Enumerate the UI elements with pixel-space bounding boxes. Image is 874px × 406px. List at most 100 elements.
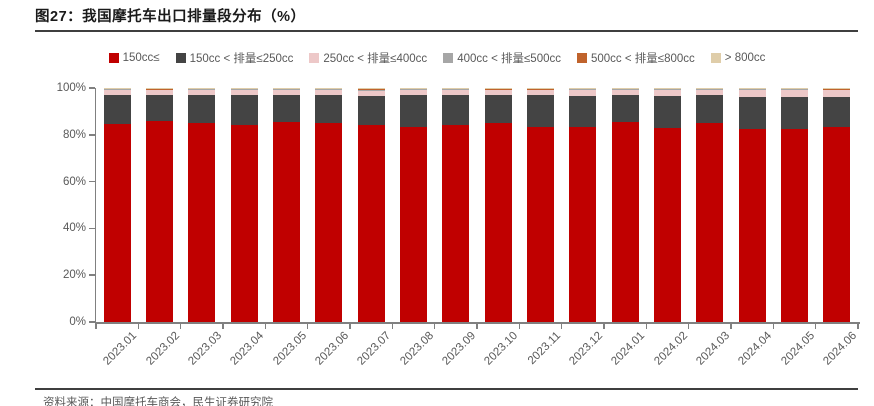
bar-segment xyxy=(823,127,851,322)
bar-segment xyxy=(400,127,427,322)
y-tick-label: 60% xyxy=(62,175,86,188)
stacked-bar xyxy=(569,88,597,322)
x-axis-tick xyxy=(476,323,478,329)
bar-segment xyxy=(273,94,300,122)
x-axis-tick xyxy=(518,323,521,329)
legend-label: 500cc < 排量≤800cc xyxy=(590,53,695,65)
stacked-bar xyxy=(315,88,343,322)
bar-segment xyxy=(611,122,639,322)
bar-segment xyxy=(484,89,512,91)
bar-segment xyxy=(484,95,512,124)
bar-segment xyxy=(527,90,554,96)
legend-swatch-icon xyxy=(108,53,119,63)
bar-segment xyxy=(654,96,681,129)
bar-segment xyxy=(400,88,427,90)
bar-segment xyxy=(146,90,173,95)
chart-legend: 150cc≤ 150cc < 排量≤250cc 250cc < 排量≤400cc 40… xyxy=(60,50,814,66)
stacked-bar xyxy=(146,88,173,322)
bar-segment xyxy=(527,126,554,322)
x-axis-tick xyxy=(814,323,817,329)
y-axis-tick xyxy=(89,227,95,230)
bar-segment xyxy=(738,96,766,129)
bar-segment xyxy=(273,121,300,322)
legend-label: 400cc < 排量≤500cc xyxy=(457,53,561,65)
bar-segment xyxy=(527,88,554,89)
stacked-bar xyxy=(654,88,681,322)
x-axis-tick xyxy=(179,323,182,329)
legend-label: > 800cc xyxy=(724,52,766,64)
stacked-bar xyxy=(103,88,131,322)
x-axis-tick xyxy=(560,323,563,329)
bar-segment xyxy=(654,88,681,90)
bar-segment xyxy=(781,97,808,130)
bar-segment xyxy=(146,88,173,89)
stacked-bar xyxy=(696,88,724,322)
bar-segment xyxy=(103,124,131,322)
bar-segment xyxy=(273,88,300,90)
bar-segment xyxy=(654,89,681,91)
x-axis-tick xyxy=(95,323,97,329)
bar-segment xyxy=(103,88,131,90)
legend-swatch-icon xyxy=(309,53,320,63)
y-axis-tick xyxy=(89,87,95,89)
legend-swatch-icon xyxy=(576,53,587,63)
x-axis-tick xyxy=(264,323,267,329)
source-block: 资料来源：中国摩托车商会，民生证券研究院 xyxy=(35,388,858,406)
bar-segment xyxy=(230,95,258,126)
bar-segment xyxy=(400,89,427,96)
bar-segment xyxy=(569,127,597,322)
bar-segment xyxy=(146,120,173,322)
x-axis-tick xyxy=(391,323,394,329)
bar-segment xyxy=(357,95,385,125)
bar-segment xyxy=(484,88,512,89)
x-axis-tick xyxy=(603,323,605,329)
legend-swatch-icon xyxy=(175,53,186,63)
bar-segment xyxy=(781,88,808,90)
legend-item: 500cc < 排量≤800cc xyxy=(576,50,695,66)
legend-item: > 800cc xyxy=(710,52,766,64)
bar-segment xyxy=(315,89,343,95)
bar-segment xyxy=(569,90,597,96)
bar-segment xyxy=(696,88,724,90)
bar-segment xyxy=(484,90,512,96)
bar-segment xyxy=(654,128,681,322)
x-axis-tick xyxy=(857,323,859,329)
bar-segment xyxy=(527,95,554,127)
bar-segment xyxy=(823,89,851,91)
x-axis-tick xyxy=(645,323,648,329)
source-text: 资料来源：中国摩托车商会，民生证券研究院 xyxy=(43,397,273,406)
bar-segment xyxy=(738,128,766,322)
bar-segment xyxy=(823,88,851,89)
bar-segment xyxy=(315,88,343,90)
legend-label: 150cc < 排量≤250cc xyxy=(189,53,294,65)
bar-segment xyxy=(738,88,766,90)
legend-label: 250cc < 排量≤400cc xyxy=(323,53,428,65)
bar-segment xyxy=(103,94,131,125)
bar-segment xyxy=(315,94,343,123)
y-tick-label: 100% xyxy=(56,82,86,94)
legend-item: 400cc < 排量≤500cc xyxy=(443,50,561,66)
bar-segment xyxy=(442,89,470,96)
y-tick-label: 0% xyxy=(69,316,86,328)
bar-segment xyxy=(188,123,216,322)
legend-item: 150cc≤ xyxy=(108,52,160,64)
bar-segment xyxy=(611,88,639,90)
bar-segment xyxy=(484,123,512,322)
legend-item: 250cc < 排量≤400cc xyxy=(309,50,427,66)
x-axis-tick xyxy=(349,323,351,329)
title-block: 图27：我国摩托车出口排量段分布（%） xyxy=(35,6,858,32)
x-axis-tick xyxy=(730,323,732,329)
bar-segment xyxy=(103,89,131,95)
stacked-bar xyxy=(188,88,216,322)
bar-segment xyxy=(442,124,470,322)
bar-segment xyxy=(569,88,597,90)
legend-item: 150cc < 排量≤250cc xyxy=(175,50,294,66)
x-axis-tick xyxy=(772,323,775,329)
bar-segment xyxy=(400,95,427,128)
stacked-bar xyxy=(781,88,808,322)
stacked-bar xyxy=(357,88,385,322)
stacked-bar xyxy=(484,88,512,322)
stacked-bar xyxy=(527,88,554,322)
x-axis-tick xyxy=(306,323,309,329)
